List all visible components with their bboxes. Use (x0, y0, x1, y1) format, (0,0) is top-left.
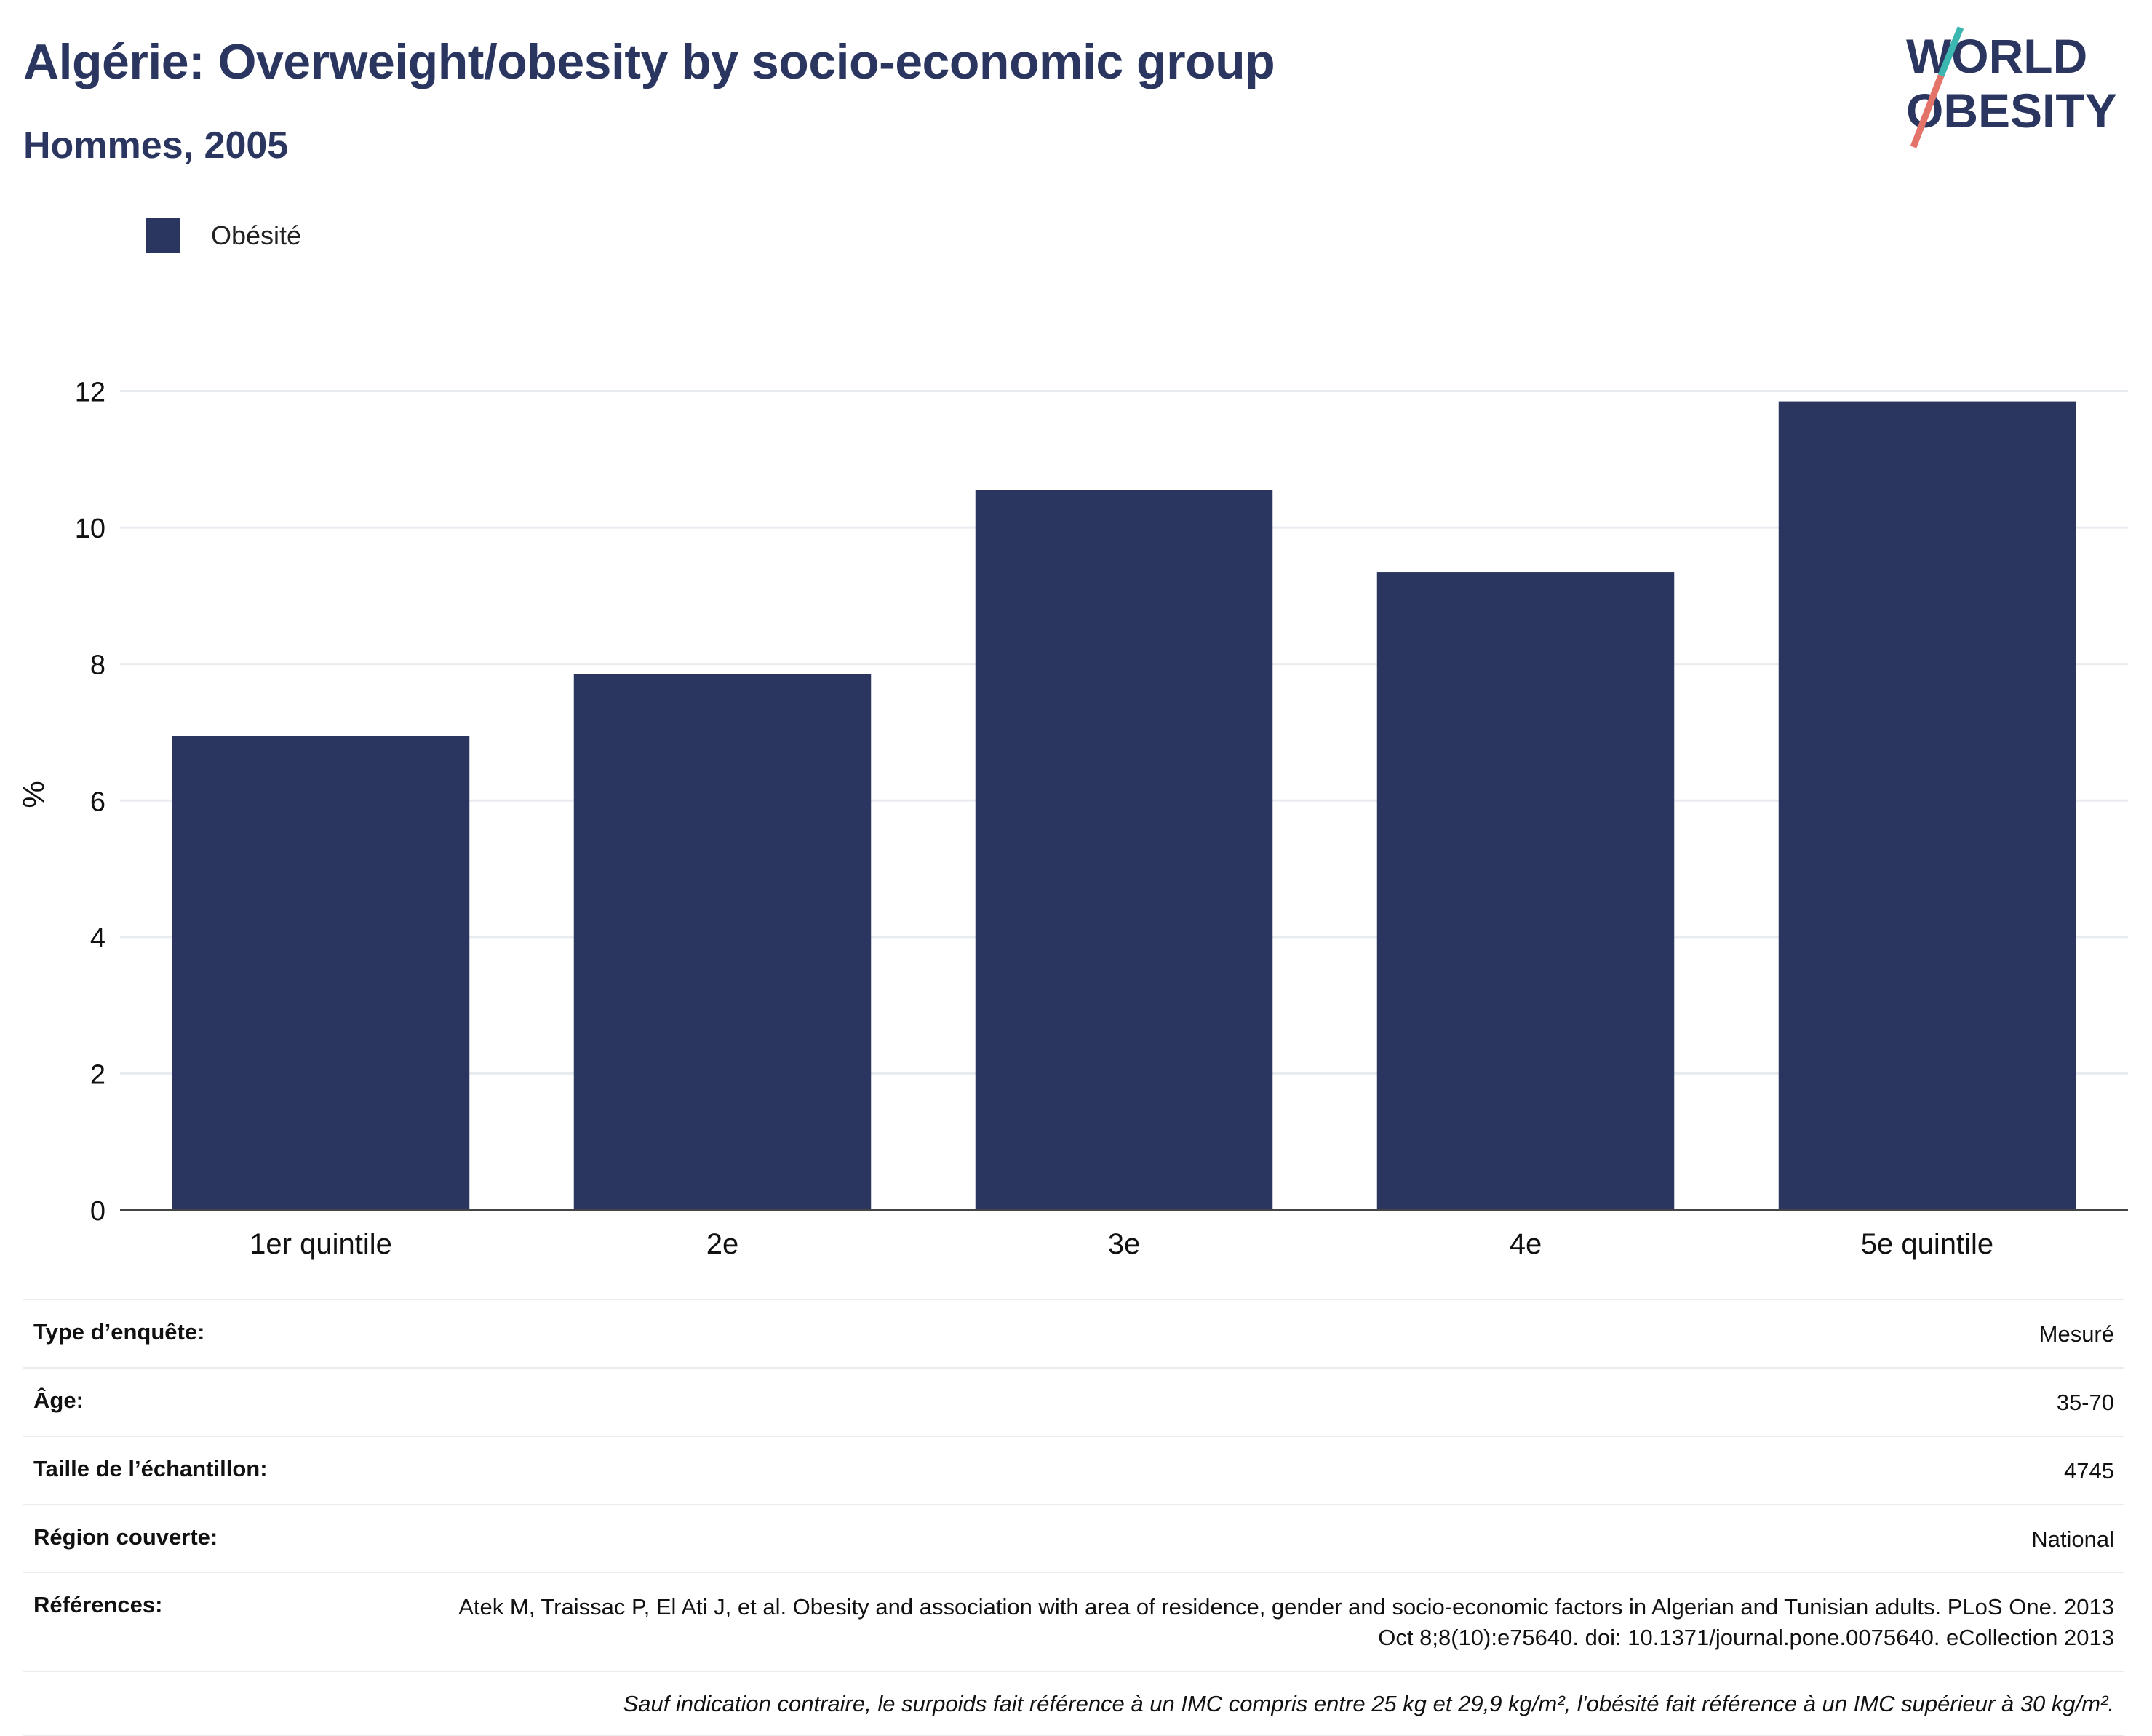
svg-text:WORLD: WORLD (1906, 29, 2087, 83)
y-tick-label: 6 (90, 787, 105, 817)
meta-label: Taille de l’échantillon: (33, 1455, 268, 1481)
meta-value: Mesuré (2039, 1321, 2114, 1347)
y-tick-label: 8 (90, 650, 105, 681)
y-tick-label: 2 (90, 1059, 105, 1090)
metadata-table: Type d’enquête: Mesuré Âge: 35-70 Taille… (23, 1299, 2124, 1736)
legend-label: Obésité (211, 220, 302, 250)
chart-legend: Obésité (146, 218, 301, 253)
bar (573, 674, 872, 1210)
page-title: Algérie: Overweight/obesity by socio-eco… (23, 34, 1275, 89)
meta-row-sample-size: Taille de l’échantillon: 4745 (23, 1435, 2124, 1504)
x-tick-label: 2e (706, 1228, 739, 1260)
bar (1778, 401, 2076, 1210)
x-tick-label: 4e (1510, 1228, 1542, 1260)
meta-label: Type d’enquête: (33, 1319, 205, 1345)
x-tick-label: 5e quintile (1861, 1228, 1993, 1260)
meta-label: Région couverte: (33, 1524, 218, 1550)
meta-value: Atek M, Traissac P, El Ati J, et al. Obe… (458, 1594, 2114, 1651)
x-tick-label: 1er quintile (250, 1228, 392, 1260)
x-tick-label: 3e (1108, 1228, 1141, 1260)
meta-label: Âge: (33, 1387, 84, 1413)
y-tick-label: 0 (90, 1196, 105, 1227)
definition-note: Sauf indication contraire, le surpoids f… (23, 1671, 2124, 1736)
page-subtitle: Hommes, 2005 (23, 124, 289, 167)
y-tick-label: 12 (75, 378, 105, 408)
meta-row-survey-type: Type d’enquête: Mesuré (23, 1299, 2124, 1367)
bar (1376, 572, 1675, 1210)
world-obesity-logo: WORLD OBESITY (1906, 26, 2117, 148)
bar-chart: 0 2 4 6 8 10 12 1er quintile 2e 3e 4e 5e quintile (75, 378, 2128, 1260)
meta-row-references: Références: Atek M, Traissac P, El Ati J… (23, 1572, 2124, 1671)
meta-value: National (2031, 1526, 2114, 1552)
meta-row-age: Âge: 35-70 (23, 1366, 2124, 1436)
meta-label: Références: (33, 1592, 163, 1618)
meta-value: 4745 (2064, 1457, 2114, 1484)
legend-swatch (146, 218, 180, 253)
meta-value: 35-70 (2056, 1389, 2114, 1415)
meta-row-region: Région couverte: National (23, 1503, 2124, 1572)
bar (975, 490, 1273, 1210)
bar (172, 736, 470, 1210)
y-tick-label: 4 (90, 923, 105, 954)
y-tick-label: 10 (75, 514, 105, 544)
svg-text:OBESITY: OBESITY (1906, 84, 2117, 138)
